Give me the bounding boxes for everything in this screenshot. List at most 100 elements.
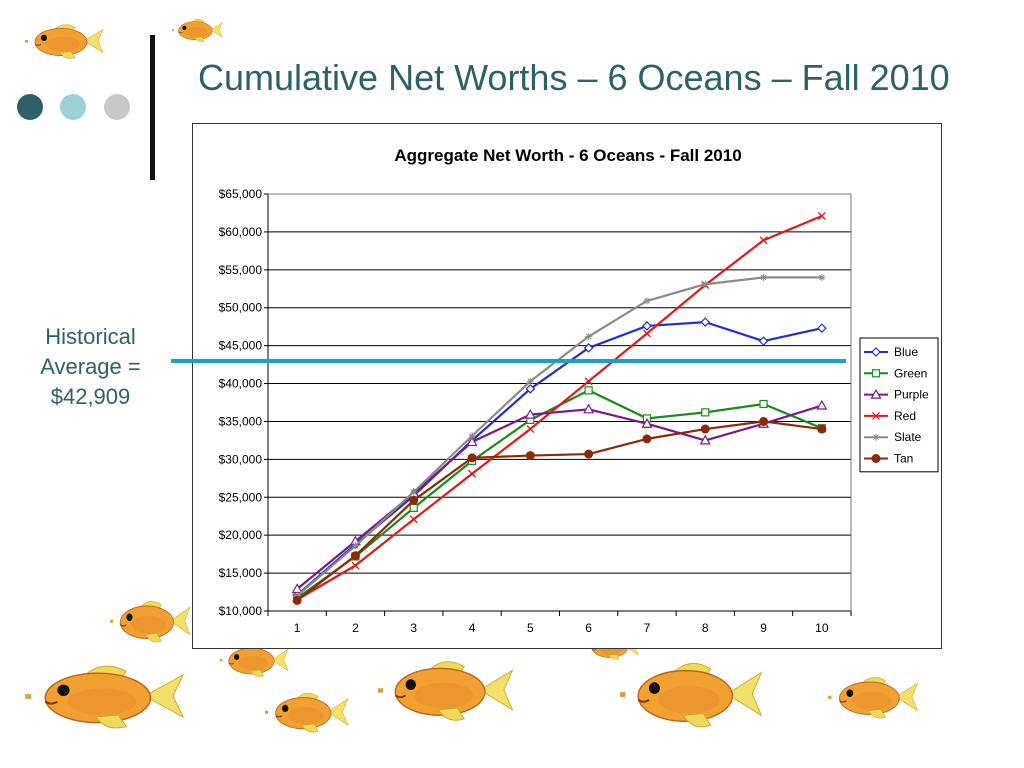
y-tick-label: $20,000 — [219, 528, 263, 542]
historical-label-line2: Average = — [40, 354, 141, 379]
data-point — [759, 416, 769, 426]
historical-average-line — [171, 359, 846, 364]
goldfish-icon — [172, 18, 224, 42]
series-lines — [291, 212, 828, 605]
data-point — [643, 297, 651, 305]
bullet-dot-light — [60, 94, 86, 120]
goldfish-icon — [265, 692, 349, 733]
data-point — [584, 386, 593, 395]
chart-title: Aggregate Net Worth - 6 Oceans - Fall 20… — [394, 146, 741, 165]
legend-item-slate: Slate — [864, 430, 922, 444]
legend-item-green: Green — [864, 366, 927, 380]
data-point — [409, 495, 419, 505]
data-point — [817, 212, 826, 220]
data-point — [872, 433, 880, 441]
data-point — [292, 595, 302, 605]
y-tick-label: $15,000 — [219, 566, 263, 580]
bullet-dot-gray — [104, 94, 130, 120]
goldfish-icon — [25, 24, 104, 59]
goldfish-icon — [378, 661, 514, 721]
series-green — [293, 386, 826, 603]
data-point — [409, 515, 418, 524]
data-point — [525, 451, 535, 461]
y-tick-label: $45,000 — [219, 339, 263, 353]
legend-box — [859, 337, 939, 473]
data-point — [641, 418, 653, 428]
data-point — [871, 347, 881, 357]
series-tan — [292, 416, 827, 605]
data-point — [701, 408, 710, 417]
legend-label: Blue — [894, 345, 918, 359]
data-point — [758, 336, 769, 346]
data-point — [642, 329, 651, 338]
x-tick-label: 7 — [644, 621, 651, 635]
data-point — [585, 333, 593, 341]
data-point — [759, 236, 768, 245]
data-point — [701, 280, 709, 288]
data-point — [467, 453, 477, 463]
y-tick-label: $10,000 — [219, 604, 263, 618]
legend-item-tan: Tan — [864, 452, 913, 466]
data-point — [870, 388, 882, 399]
data-point — [350, 551, 360, 561]
y-tick-label: $30,000 — [219, 452, 263, 466]
series-line-purple — [296, 404, 823, 590]
data-point — [351, 542, 359, 550]
legend-label: Purple — [894, 388, 929, 402]
data-point — [410, 488, 418, 496]
slide-title: Cumulative Net Worths – 6 Oceans – Fall … — [198, 57, 950, 98]
chart-frame: Aggregate Net Worth - 6 Oceans - Fall 20… — [192, 123, 942, 649]
goldfish-icon — [110, 601, 191, 643]
data-point — [466, 436, 478, 447]
legend-label: Slate — [894, 430, 922, 444]
y-tick-label: $65,000 — [219, 187, 263, 201]
x-tick-label: 5 — [527, 621, 534, 635]
legend-label: Green — [894, 366, 927, 380]
data-point — [817, 424, 827, 434]
y-tick-label: $35,000 — [219, 414, 263, 428]
data-point — [871, 454, 881, 463]
data-point — [699, 434, 711, 445]
series-line-tan — [296, 420, 822, 602]
data-point — [584, 449, 594, 459]
x-tick-label: 10 — [815, 621, 829, 635]
title-divider-bar — [150, 35, 155, 180]
data-point — [872, 411, 880, 420]
x-tick-label: 4 — [469, 621, 476, 635]
legend-item-red: Red — [864, 409, 916, 423]
data-point — [351, 561, 360, 570]
data-point — [584, 377, 593, 386]
x-tick-label: 2 — [352, 621, 359, 635]
data-point — [759, 399, 768, 409]
series-purple — [291, 399, 828, 594]
historical-label-line1: Historical — [45, 324, 136, 349]
data-point — [700, 424, 710, 434]
historical-label-value: $42,909 — [50, 384, 131, 409]
y-tick-label: $55,000 — [219, 263, 263, 277]
data-point — [583, 403, 595, 414]
data-point — [818, 273, 826, 281]
data-point — [293, 592, 301, 600]
data-point — [468, 432, 476, 440]
goldfish-icon — [620, 662, 763, 728]
historical-average-label: Historical Average = $42,909 — [18, 322, 163, 412]
legend-item-blue: Blue — [864, 345, 918, 359]
series-red — [293, 212, 826, 604]
x-tick-label: 1 — [294, 621, 301, 635]
series-slate — [293, 273, 826, 600]
y-tick-label: $50,000 — [219, 301, 263, 315]
data-point — [817, 323, 827, 334]
data-point — [642, 321, 652, 331]
axes: $10,000 $15,000 $20,000 $25,000 $30,000 $35,0… — [219, 187, 852, 635]
goldfish-icon — [828, 677, 919, 719]
goldfish-icon — [25, 665, 185, 729]
x-tick-label: 8 — [702, 621, 709, 635]
data-point — [583, 343, 594, 353]
data-point — [526, 425, 535, 433]
data-point — [525, 384, 536, 394]
series-line-red — [296, 214, 823, 601]
y-tick-label: $40,000 — [219, 377, 263, 391]
net-worth-chart: Aggregate Net Worth - 6 Oceans - Fall 20… — [219, 146, 939, 635]
legend-label: Red — [894, 409, 916, 423]
data-point — [700, 317, 711, 327]
